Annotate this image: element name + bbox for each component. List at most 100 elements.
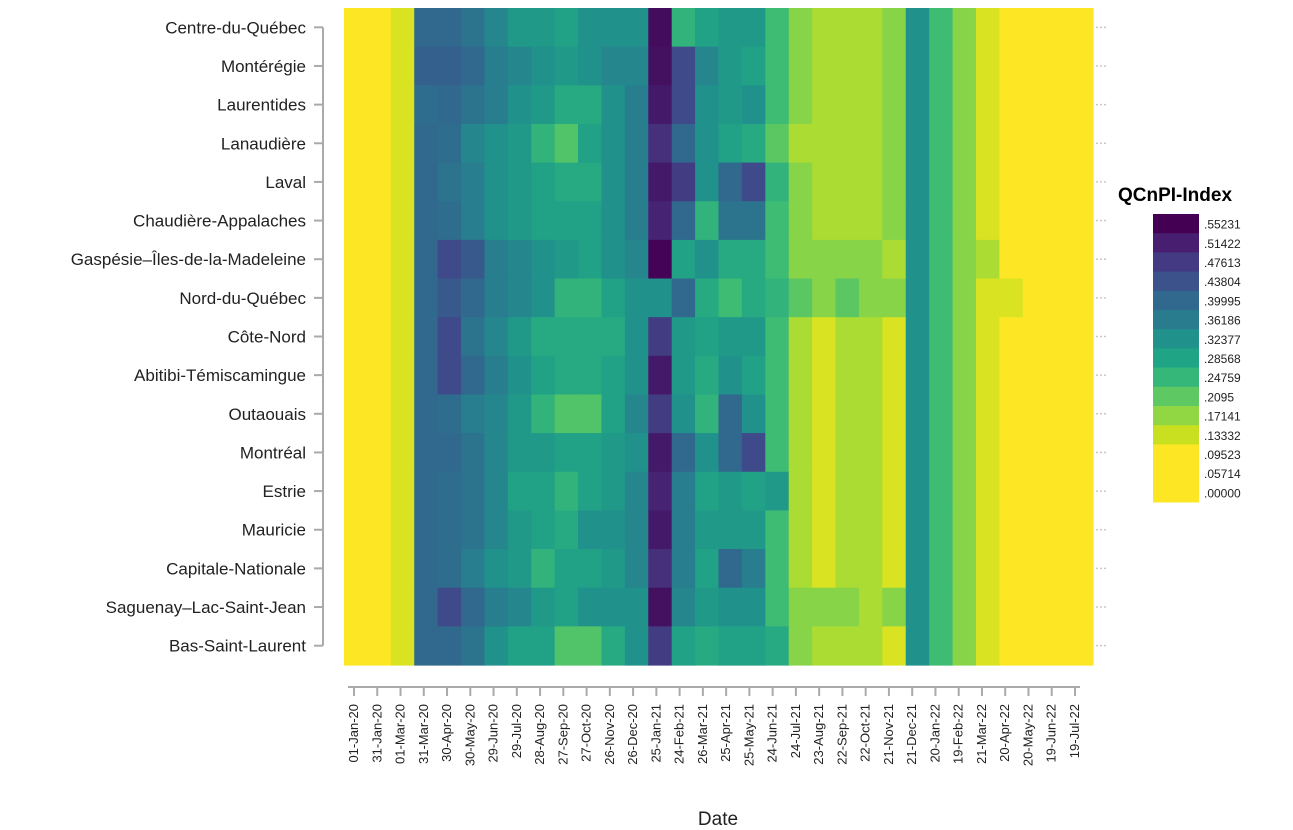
heatmap-cell <box>367 510 392 550</box>
heatmap-cell <box>882 239 907 280</box>
heatmap-cell <box>929 46 954 86</box>
heatmap-cell <box>461 626 486 666</box>
heatmap-cell <box>741 433 766 473</box>
heatmap-cell <box>531 317 556 357</box>
heatmap-cell <box>741 162 766 202</box>
heatmap-cell <box>718 162 743 202</box>
heatmap-cell <box>812 394 837 434</box>
heatmap-cell <box>905 394 930 434</box>
heatmap-cell <box>554 8 579 48</box>
heatmap-cell <box>671 46 696 86</box>
heatmap-cell <box>858 46 883 86</box>
heatmap-cell <box>531 123 556 164</box>
heatmap-cell <box>1046 317 1071 357</box>
heatmap-cell <box>718 394 743 434</box>
heatmap-cell <box>601 201 626 241</box>
heatmap-cell <box>835 8 860 48</box>
heatmap-cell <box>695 46 720 86</box>
heatmap-cell <box>929 85 954 125</box>
heatmap-cell <box>858 394 883 434</box>
heatmap-cell <box>624 162 649 202</box>
heatmap-cell <box>601 549 626 589</box>
heatmap-cell <box>905 355 930 396</box>
heatmap-cell <box>858 510 883 550</box>
heatmap-cell <box>1046 510 1071 550</box>
x-tick-label: 24-Feb-21 <box>672 704 687 764</box>
heatmap-cell <box>812 510 837 550</box>
heatmap-cell <box>484 201 509 241</box>
heatmap-cell <box>367 394 392 434</box>
heatmap-cell <box>975 162 1000 202</box>
heatmap-cell <box>975 549 1000 589</box>
heatmap-cell <box>390 46 415 86</box>
x-axis <box>348 686 1080 696</box>
heatmap-cell <box>999 587 1024 627</box>
heatmap-cell <box>414 201 439 241</box>
heatmap-cell <box>975 355 1000 396</box>
heatmap-cell <box>741 355 766 396</box>
heatmap-cell <box>344 123 369 164</box>
heatmap-cell <box>765 85 790 125</box>
heatmap-cell <box>858 239 883 280</box>
heatmap-cell <box>484 278 509 318</box>
heatmap-cell <box>999 123 1024 164</box>
heatmap-cell <box>601 510 626 550</box>
x-tick-label: 27-Oct-20 <box>579 704 594 762</box>
tick-dot <box>1104 567 1106 570</box>
heatmap-cell <box>578 471 603 512</box>
heatmap-cell <box>835 433 860 473</box>
heatmap-cell <box>929 239 954 280</box>
heatmap-cell <box>952 239 977 280</box>
heatmap-cell <box>367 626 392 666</box>
heatmap-cell <box>414 8 439 48</box>
heatmap-cell <box>484 239 509 280</box>
heatmap-cell <box>835 239 860 280</box>
heatmap-cell <box>344 626 369 666</box>
heatmap-cell <box>390 317 415 357</box>
x-tick-label: 30-Apr-20 <box>439 704 454 762</box>
heatmap-cell <box>905 317 930 357</box>
heatmap-cell <box>1069 626 1094 666</box>
heatmap-cell <box>788 549 813 589</box>
heatmap-cell <box>952 8 977 48</box>
heatmap-cell <box>461 46 486 86</box>
x-tick-label: 24-Jun-21 <box>765 704 780 763</box>
heatmap-cell <box>741 587 766 627</box>
tick-dot <box>1104 142 1106 145</box>
legend-swatch <box>1153 348 1199 369</box>
heatmap-cell <box>999 549 1024 589</box>
heatmap-cell <box>507 433 532 473</box>
heatmap-cell <box>484 123 509 164</box>
heatmap-cell <box>390 587 415 627</box>
heatmap-cell <box>741 8 766 48</box>
heatmap-cell <box>484 471 509 512</box>
x-tick-label: 31-Mar-20 <box>416 704 431 764</box>
heatmap-cell <box>578 626 603 666</box>
heatmap-cell <box>671 162 696 202</box>
heatmap-cell <box>531 471 556 512</box>
heatmap-cell <box>554 471 579 512</box>
tick-dot <box>1100 567 1102 570</box>
heatmap-cell <box>390 433 415 473</box>
heatmap-cell <box>1046 8 1071 48</box>
heatmap-cell <box>1069 587 1094 627</box>
heatmap-cell <box>554 201 579 241</box>
tick-dot <box>1100 103 1102 106</box>
heatmap-cell <box>695 239 720 280</box>
heatmap-cell <box>554 278 579 318</box>
heatmap-cell <box>1022 471 1047 512</box>
heatmap-cell <box>999 239 1024 280</box>
tick-dot <box>1096 374 1098 377</box>
legend-swatch <box>1153 482 1199 503</box>
heatmap-cell <box>554 123 579 164</box>
heatmap-cell <box>741 471 766 512</box>
heatmap-cell <box>1069 278 1094 318</box>
heatmap-cell <box>1046 123 1071 164</box>
heatmap-cell <box>461 162 486 202</box>
heatmap-cell <box>882 317 907 357</box>
heatmap-cell <box>765 201 790 241</box>
y-tick-label: Saguenay–Lac-Saint-Jean <box>106 598 306 617</box>
heatmap-cell <box>858 355 883 396</box>
heatmap-cell <box>648 587 673 627</box>
heatmap-cell <box>507 201 532 241</box>
